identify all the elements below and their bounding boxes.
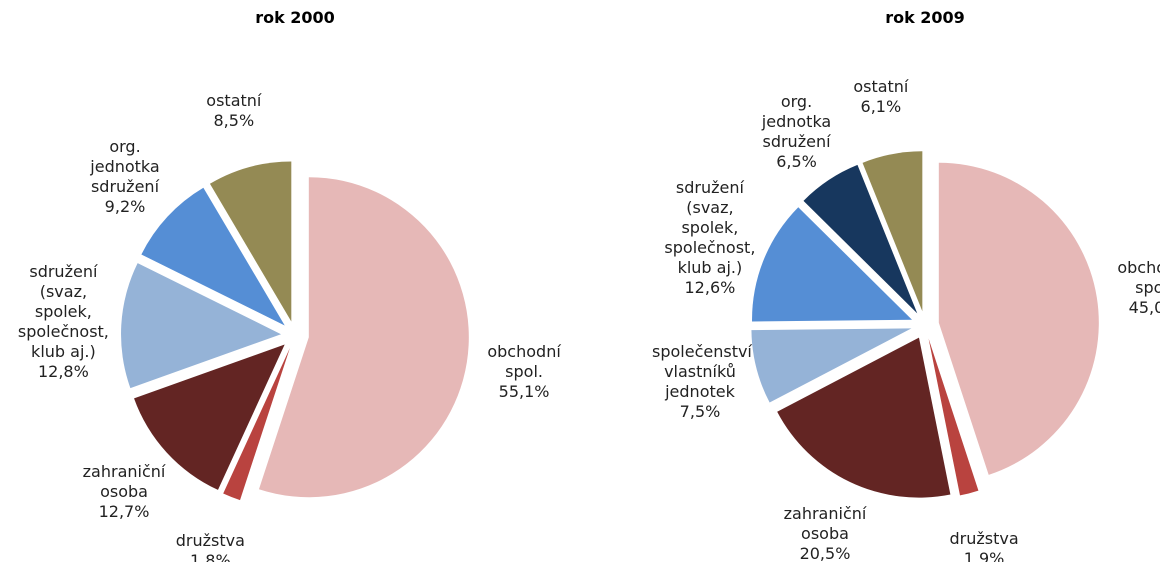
pie-slice — [209, 161, 292, 322]
value-label: 6,5% — [776, 151, 817, 171]
value-label: 20,5% — [799, 544, 851, 562]
slice-label: ostatní 6,1% — [833, 77, 929, 117]
slice-label: družstva 1,8% — [162, 531, 258, 562]
value-label: 55,1% — [498, 381, 550, 401]
value-label: 7,5% — [679, 401, 721, 421]
pie-slice — [803, 164, 918, 314]
category-label: obchodní spol. — [487, 341, 561, 381]
slice-label: sdružení (svaz, spolek, společnost, klub… — [662, 178, 758, 298]
slice-label: sdružení (svaz, spolek, společnost, klub… — [15, 262, 111, 382]
pie-slice — [938, 162, 1099, 475]
pie-slice — [141, 187, 285, 326]
pie-slice — [258, 177, 469, 498]
pie-slice — [928, 338, 979, 496]
pie-slice — [751, 328, 912, 403]
slice-label: ostatní 8,5% — [186, 91, 282, 131]
value-label: 12,6% — [684, 277, 736, 297]
chart-title: rok 2000 — [255, 8, 335, 27]
value-label: 12,8% — [37, 361, 89, 381]
value-label: 45,0% — [1128, 298, 1160, 318]
pie-slice — [777, 337, 951, 498]
category-label: společenství vlastníků jednotek — [652, 341, 752, 401]
slice-label: org. jednotka sdružení 6,5% — [749, 92, 845, 172]
pie-slice — [752, 207, 913, 322]
value-label: 1,8% — [190, 551, 231, 562]
chart-title: rok 2009 — [885, 8, 965, 27]
slice-label: zahraniční osoba 20,5% — [777, 504, 873, 562]
category-label: org. jednotka sdružení — [90, 137, 160, 197]
value-label: 9,2% — [104, 197, 146, 217]
category-label: zahraniční osoba — [82, 461, 166, 501]
pie-slice — [121, 263, 282, 389]
pie-slice — [134, 344, 285, 490]
slice-label: obchodní spol.45,0% — [1106, 258, 1160, 318]
category-label: družstva — [949, 529, 1019, 549]
category-label: sdružení (svaz, spolek, společnost, klub… — [17, 261, 109, 361]
category-label: org. jednotka sdružení — [761, 91, 832, 151]
value-label: 6,1% — [860, 97, 902, 117]
pie-slice — [862, 151, 923, 312]
slice-label: společenství vlastníků jednotek 7,5% — [652, 341, 752, 422]
slice-label: družstva 1,9% — [936, 529, 1032, 562]
category-label: zahraniční osoba — [783, 504, 867, 544]
slice-label: zahraniční osoba 12,7% — [76, 462, 172, 522]
value-label: 8,5% — [213, 111, 255, 131]
pie-slice — [223, 348, 290, 501]
value-label: 1,9% — [963, 549, 1005, 562]
category-label: ostatní — [206, 91, 262, 111]
category-label: obchodní spol. — [1117, 258, 1160, 298]
category-label: družstva — [175, 531, 245, 550]
slice-label: org. jednotka sdružení 9,2% — [77, 137, 173, 217]
value-label: 12,7% — [98, 501, 150, 521]
category-label: ostatní — [853, 77, 909, 97]
category-label: sdružení (svaz, spolek, společnost, klub… — [664, 177, 756, 277]
slice-label: obchodní spol. 55,1% — [476, 342, 572, 402]
